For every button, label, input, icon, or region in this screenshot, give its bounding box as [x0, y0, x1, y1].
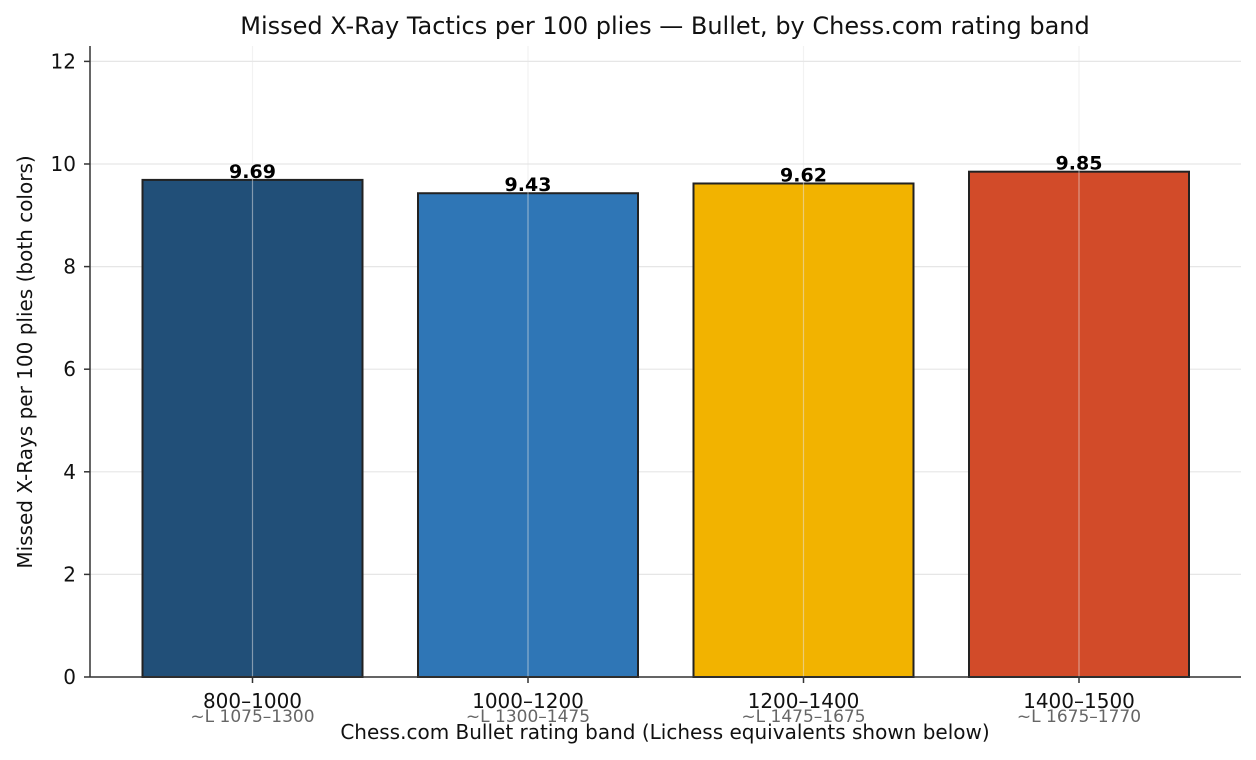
labels: 0 2 4 6 8 10 12 800–1000~L 1075–1300 9.69 1000–12…	[51, 49, 1142, 727]
x-tick-label: 800–1000	[203, 689, 302, 713]
bar-value-label: 9.69	[229, 161, 276, 183]
y-tick-label: 8	[63, 255, 76, 279]
y-tick-label: 10	[51, 152, 76, 176]
x-tick-label: 1200–1400	[748, 689, 860, 713]
y-tick-label: 0	[63, 665, 76, 689]
y-tick-label: 12	[51, 49, 76, 73]
x-tick-label: 1400–1500	[1023, 689, 1135, 713]
x-sub-label: ~L 1675–1770	[1017, 707, 1141, 727]
x-sub-label: ~L 1475–1675	[741, 707, 865, 727]
axes	[84, 46, 1241, 683]
x-axis-label: Chess.com Bullet rating band (Lichess eq…	[340, 720, 989, 744]
x-sub-label: ~L 1075–1300	[190, 707, 314, 727]
y-tick-label: 2	[63, 562, 76, 586]
bar-value-label: 9.85	[1056, 153, 1103, 175]
x-sub-label: ~L 1300–1475	[466, 707, 590, 727]
y-tick-label: 4	[63, 460, 76, 484]
bars	[141, 46, 1190, 679]
y-axis-label: Missed X-Rays per 100 plies (both colors…	[13, 155, 37, 568]
x-tick-label: 1000–1200	[472, 689, 584, 713]
bar-value-label: 9.62	[780, 164, 827, 186]
y-tick-label: 6	[63, 357, 76, 381]
bar-value-label: 9.43	[505, 174, 552, 196]
chart-title: Missed X-Ray Tactics per 100 plies — Bul…	[240, 12, 1090, 40]
